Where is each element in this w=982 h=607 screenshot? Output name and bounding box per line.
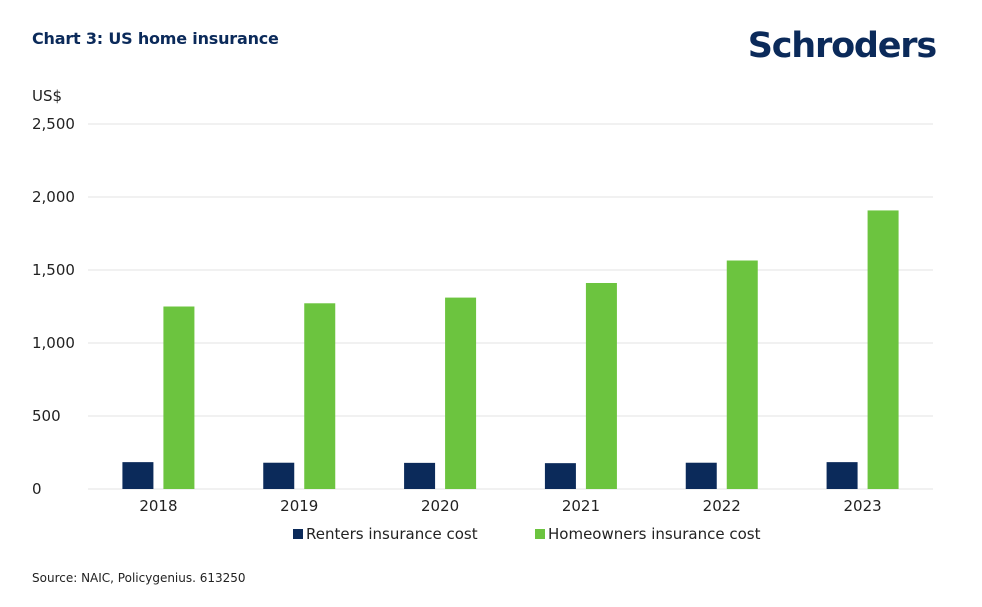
legend: Renters insurance cost Homeowners insuran… — [293, 525, 761, 543]
x-tick-labels: 2018 2019 2020 2021 2022 2023 — [139, 497, 881, 515]
renters-bar-2023 — [826, 462, 858, 489]
chart-title: Chart 3: US home insurance — [32, 29, 279, 48]
legend-homeowners-swatch — [535, 529, 545, 539]
schroders-logo: Schroders — [747, 26, 937, 66]
homeowners-bar-2021 — [585, 282, 617, 489]
gridlines — [88, 123, 933, 490]
renters-bar-2021 — [544, 463, 576, 489]
x-tick-label: 2022 — [703, 497, 741, 515]
renters-bar-2019 — [263, 462, 295, 489]
y-tick-label: 500 — [32, 407, 61, 425]
renters-bar-2018 — [122, 462, 154, 489]
legend-renters-label: Renters insurance cost — [306, 525, 478, 543]
renters-bar-2020 — [404, 462, 436, 489]
x-tick-label: 2019 — [280, 497, 318, 515]
homeowners-bar-2019 — [304, 303, 336, 489]
y-tick-label: 2,500 — [32, 115, 75, 133]
homeowners-bar-2022 — [726, 260, 758, 489]
x-tick-label: 2023 — [843, 497, 881, 515]
y-tick-label: 2,000 — [32, 188, 75, 206]
homeowners-bar-2020 — [445, 297, 477, 489]
homeowners-bar-2018 — [163, 306, 195, 489]
bar-chart: US$ 0 500 1,000 1,500 2,000 2,500 2018 2019 202… — [32, 87, 933, 543]
y-axis-label: US$ — [32, 87, 62, 105]
x-tick-label: 2018 — [139, 497, 177, 515]
x-tick-label: 2021 — [562, 497, 600, 515]
y-tick-labels: 0 500 1,000 1,500 2,000 2,500 — [32, 115, 75, 498]
legend-renters-swatch — [293, 529, 303, 539]
y-tick-label: 1,000 — [32, 334, 75, 352]
source-note: Source: NAIC, Policygenius. 613250 — [32, 571, 246, 585]
legend-homeowners-label: Homeowners insurance cost — [548, 525, 761, 543]
y-tick-label: 0 — [32, 480, 42, 498]
bars — [122, 210, 899, 489]
y-tick-label: 1,500 — [32, 261, 75, 279]
renters-bar-2022 — [685, 462, 717, 489]
homeowners-bar-2023 — [867, 210, 899, 489]
x-tick-label: 2020 — [421, 497, 459, 515]
